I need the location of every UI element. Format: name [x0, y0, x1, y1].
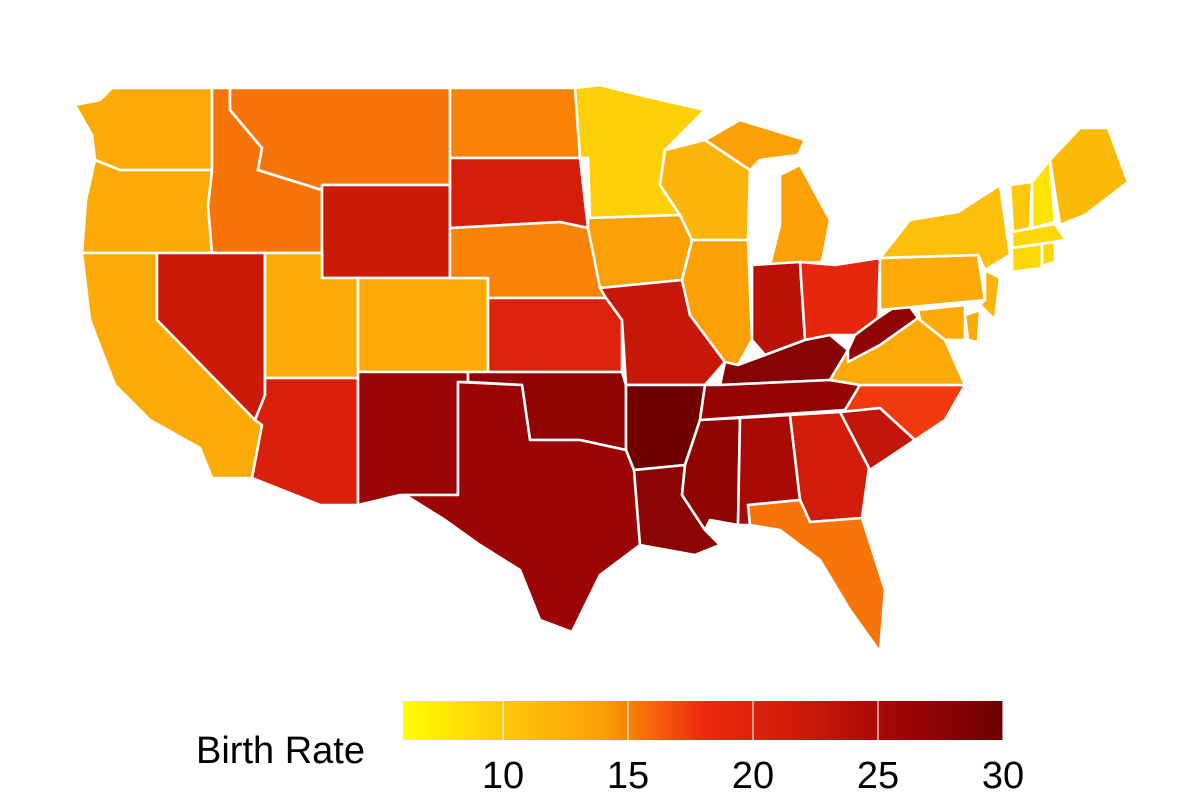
legend-title: Birth Rate — [196, 730, 365, 772]
state-NM — [356, 370, 470, 507]
state-NH — [1030, 158, 1057, 230]
legend-tick-label: 10 — [481, 755, 525, 797]
state-CO — [356, 276, 490, 374]
state-NY — [878, 183, 1012, 272]
state-PA — [878, 253, 987, 312]
legend-tick — [502, 701, 504, 740]
state-ND — [448, 86, 582, 160]
state-MI — [703, 118, 832, 267]
state-NJ — [978, 268, 1002, 322]
state-AZ — [250, 376, 360, 507]
legend-tick — [627, 701, 629, 740]
state-SD — [448, 156, 590, 230]
legend-tick — [877, 701, 879, 740]
state-KS — [486, 296, 624, 374]
legend-tick — [1002, 701, 1004, 740]
state-WA — [73, 86, 214, 172]
state-DE — [963, 308, 982, 344]
state-TX — [403, 380, 642, 634]
state-IA — [586, 213, 694, 290]
legend-color-bar — [403, 701, 1004, 740]
state-VT — [1008, 180, 1034, 234]
state-RI — [1040, 240, 1057, 268]
state-MD — [916, 303, 967, 342]
state-ME — [1048, 126, 1130, 227]
legend-tick-label: 15 — [606, 755, 650, 797]
us-choropleth-map — [73, 83, 1130, 654]
state-CT — [1010, 242, 1044, 274]
state-FL — [746, 498, 887, 654]
state-IN — [750, 260, 807, 357]
state-WY — [320, 183, 452, 280]
legend-tick-label: 30 — [981, 755, 1025, 797]
legend-tick — [752, 701, 754, 740]
legend-tick-label: 25 — [856, 755, 900, 797]
state-WV — [846, 298, 920, 364]
state-OR — [80, 158, 214, 255]
legend-tick-label: 20 — [731, 755, 775, 797]
